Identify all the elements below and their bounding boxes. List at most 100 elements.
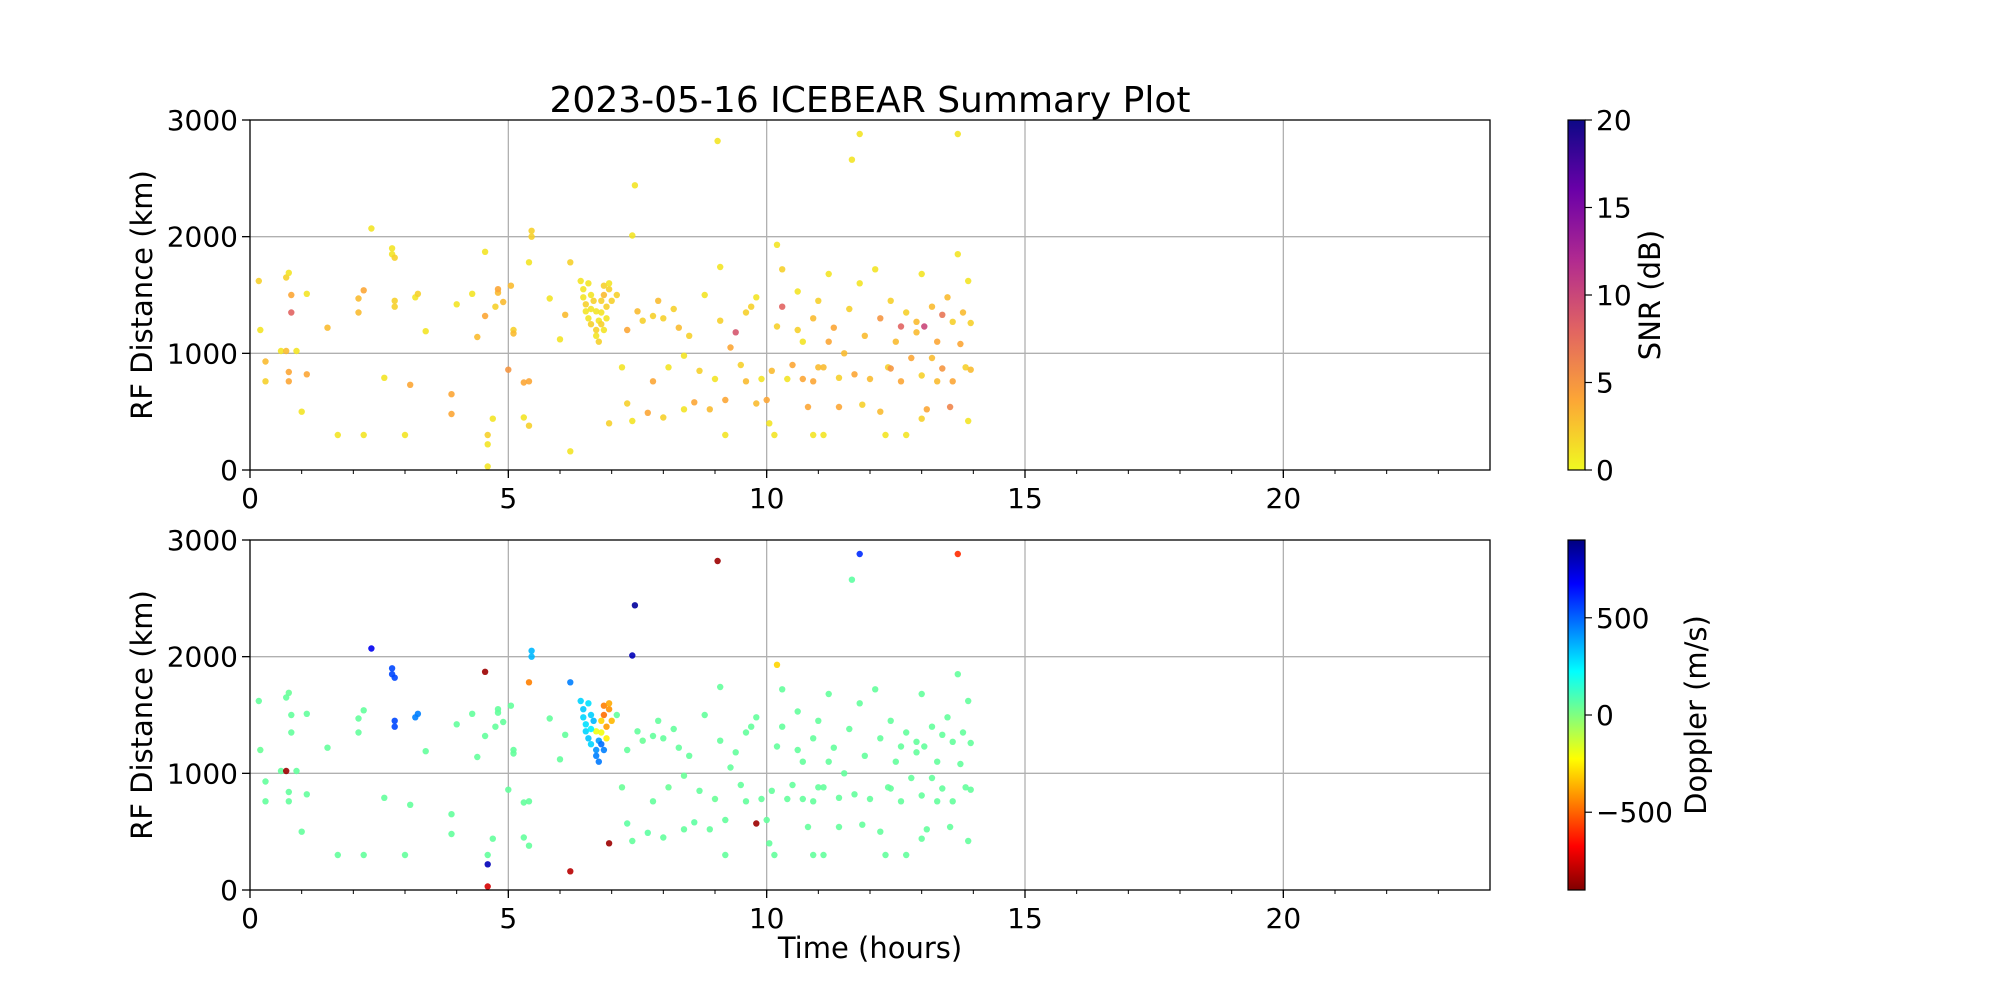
data-point: [507, 282, 515, 289]
data-point: [298, 828, 305, 835]
data-point: [784, 375, 791, 383]
data-point: [303, 791, 310, 798]
data-point: [753, 714, 760, 721]
data-point: [660, 315, 667, 322]
data-point: [680, 772, 688, 779]
data-point: [360, 287, 367, 294]
data-point: [967, 786, 974, 793]
data-point: [923, 406, 930, 413]
data-point: [928, 354, 936, 362]
colorbar-tick-label: 5: [1596, 367, 1614, 400]
data-point: [789, 361, 796, 369]
data-point: [779, 266, 786, 273]
data-point: [711, 795, 719, 803]
data-point: [872, 266, 879, 273]
x-tick-label: 0: [241, 902, 259, 935]
data-point: [262, 778, 269, 785]
data-point: [598, 717, 605, 724]
data-point: [481, 248, 489, 255]
colorbar-tick-label: −500: [1596, 796, 1673, 829]
data-point: [949, 318, 956, 325]
data-point: [613, 291, 620, 299]
data-point: [360, 431, 367, 439]
data-point: [283, 694, 290, 701]
data-point: [303, 710, 310, 717]
data-point: [918, 415, 925, 422]
data-point: [851, 371, 858, 378]
data-point: [810, 378, 817, 385]
data-point: [334, 431, 341, 439]
data-point: [293, 767, 300, 775]
data-point: [965, 417, 972, 425]
data-point: [587, 305, 595, 313]
data-point: [722, 396, 729, 404]
data-point: [255, 697, 262, 705]
data-point: [758, 375, 765, 383]
data-point: [714, 137, 721, 145]
data-point: [742, 378, 750, 385]
data-point: [391, 717, 398, 724]
data-point: [649, 798, 657, 805]
data-point: [422, 748, 429, 755]
data-point: [820, 364, 827, 371]
data-point: [593, 332, 600, 339]
data-point: [595, 338, 602, 345]
data-point: [696, 367, 703, 374]
data-point: [448, 410, 455, 418]
data-point: [655, 717, 662, 724]
data-point: [360, 707, 367, 714]
data-point: [965, 277, 972, 285]
data-point: [939, 311, 946, 318]
data-point: [706, 406, 713, 413]
data-point: [407, 801, 414, 808]
data-point: [877, 315, 884, 322]
data-point: [949, 738, 956, 745]
data-point: [660, 735, 667, 742]
data-point: [520, 799, 527, 806]
data-point: [934, 378, 941, 385]
data-point: [528, 227, 535, 234]
y-tick-label: 1000: [167, 337, 238, 370]
data-point: [484, 441, 491, 448]
data-point: [355, 295, 362, 302]
data-point: [717, 263, 724, 271]
data-point: [928, 303, 936, 310]
colorbar-tick-label: 20: [1596, 104, 1632, 137]
data-point: [815, 364, 822, 371]
y-tick-label: 0: [220, 874, 238, 907]
data-point: [820, 431, 827, 439]
data-point: [484, 463, 491, 470]
data-point: [928, 723, 936, 730]
data-point: [629, 417, 636, 425]
data-point: [794, 288, 801, 295]
data-point: [897, 378, 905, 385]
y-tick-label: 1000: [167, 757, 238, 790]
data-point: [967, 319, 974, 327]
data-point: [856, 700, 863, 707]
data-point: [629, 837, 636, 845]
data-point: [928, 774, 936, 782]
data-point: [866, 375, 874, 383]
data-point: [391, 297, 398, 304]
data-point: [580, 706, 587, 713]
data-point: [717, 683, 724, 691]
data-point: [859, 401, 866, 408]
data-point: [773, 323, 781, 330]
data-point: [887, 365, 894, 372]
data-point: [779, 686, 786, 693]
data-point: [448, 830, 455, 838]
data-point: [835, 794, 843, 801]
data-point: [732, 329, 739, 336]
data-point: [624, 746, 631, 754]
data-point: [422, 328, 429, 335]
data-point: [293, 347, 300, 355]
data-point: [288, 711, 295, 719]
data-point: [771, 431, 778, 439]
data-point: [520, 414, 527, 421]
data-point: [624, 326, 631, 334]
data-point: [368, 225, 375, 232]
data-point: [825, 758, 832, 765]
data-point: [665, 784, 672, 791]
data-point: [453, 721, 460, 728]
x-tick-label: 10: [749, 902, 785, 935]
